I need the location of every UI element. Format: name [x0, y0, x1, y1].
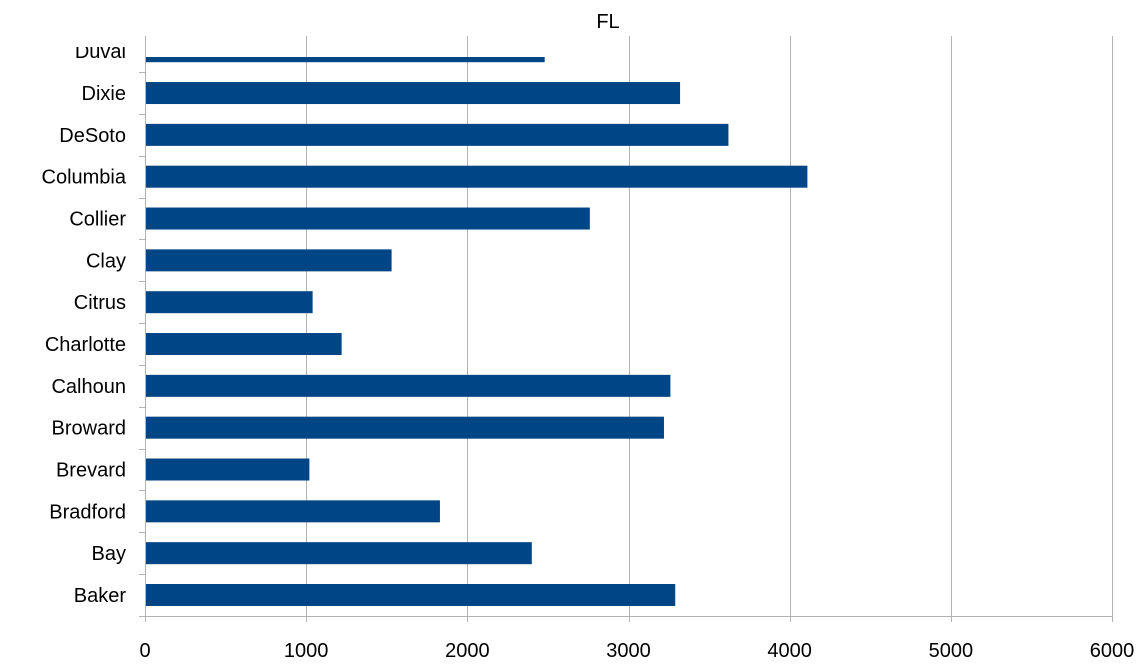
- category-label: Baker: [74, 585, 127, 607]
- category-label: Charlotte: [45, 334, 126, 356]
- axes: [139, 36, 1113, 622]
- x-tick-label: 5000: [929, 640, 974, 662]
- x-tick-label: 0: [139, 640, 150, 662]
- bars: [146, 57, 808, 606]
- category-label: Columbia: [42, 167, 127, 189]
- bar-bay: [146, 542, 532, 565]
- category-label: Bradford: [49, 501, 126, 523]
- category-label: Clay: [86, 250, 126, 272]
- category-label: Broward: [52, 418, 126, 440]
- x-tick-label: 1000: [284, 640, 329, 662]
- x-tick-labels: 0 1000 2000 3000 4000 5000 6000: [139, 640, 1134, 662]
- category-labels: Baker Bay Bradford Brevard Broward Calhoun Cha…: [42, 41, 127, 607]
- category-label: DeSoto: [59, 125, 126, 147]
- bar-clay: [146, 249, 392, 272]
- bar-charlotte: [146, 333, 342, 356]
- category-label: Dixie: [82, 83, 126, 105]
- x-tick-label: 3000: [606, 640, 651, 662]
- bar-bradford: [146, 500, 440, 523]
- bar-desoto: [146, 123, 729, 146]
- bar-citrus: [146, 291, 313, 314]
- bar-brevard: [146, 458, 310, 481]
- chart-title: FL: [596, 11, 619, 33]
- bar-duval: [146, 57, 545, 63]
- bar-columbia: [146, 165, 808, 188]
- bar-baker: [146, 584, 676, 606]
- category-label: Collier: [69, 209, 126, 231]
- category-label: Citrus: [74, 292, 126, 314]
- bar-collier: [146, 207, 590, 230]
- category-label: Calhoun: [51, 376, 126, 398]
- category-label: Brevard: [56, 460, 126, 482]
- bar-calhoun: [146, 374, 671, 397]
- category-label: Duval: [75, 41, 126, 63]
- x-tick-label: 6000: [1090, 640, 1135, 662]
- bar-broward: [146, 416, 664, 439]
- category-label: Bay: [92, 543, 126, 565]
- x-tick-label: 4000: [767, 640, 812, 662]
- bar-dixie: [146, 82, 681, 105]
- x-tick-label: 2000: [445, 640, 490, 662]
- gridlines: [306, 36, 1113, 616]
